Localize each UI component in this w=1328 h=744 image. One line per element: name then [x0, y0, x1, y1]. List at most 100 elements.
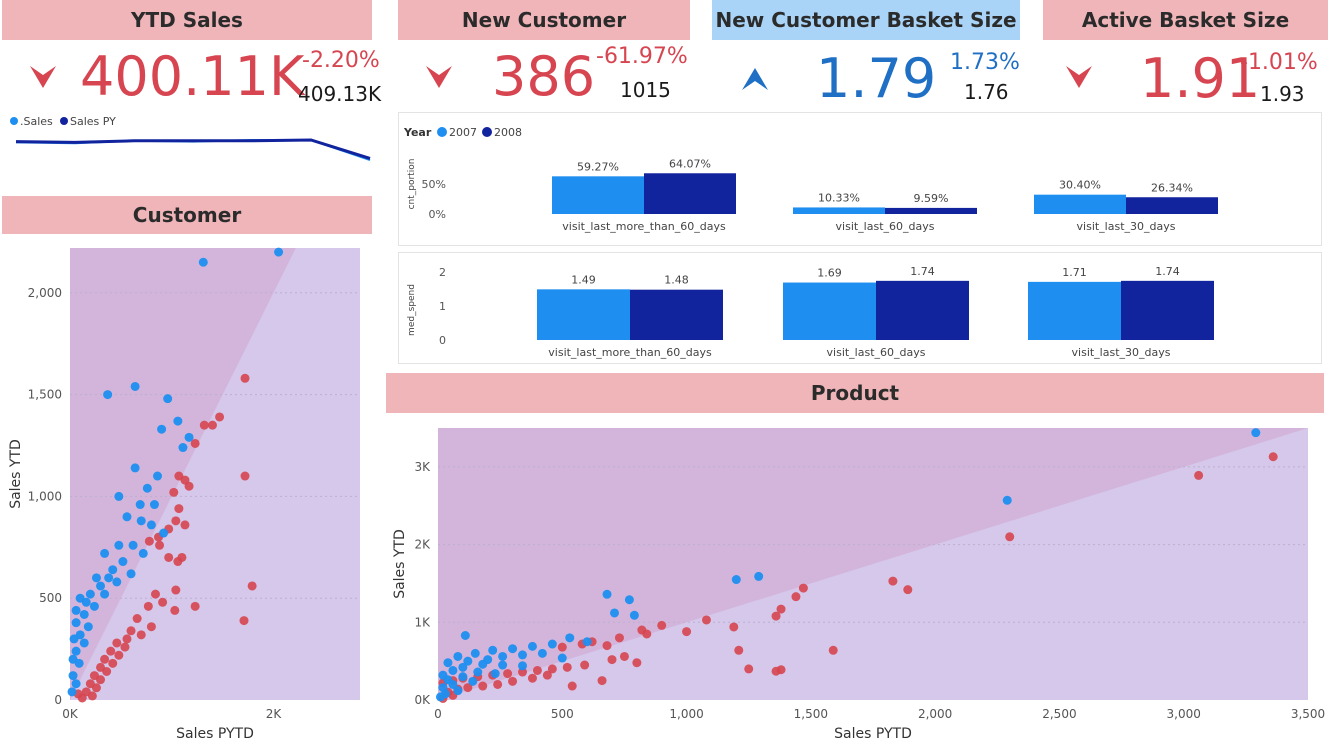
- scatter-point-up: [198, 257, 208, 267]
- scatter-point-down: [106, 646, 116, 656]
- scatter-point-down: [903, 585, 913, 595]
- scatter-point-up: [498, 651, 508, 661]
- scatter-point-up: [178, 443, 188, 453]
- scatter-point-down: [798, 583, 808, 593]
- scatter-point-down: [542, 670, 552, 680]
- bar-2008: [876, 280, 969, 340]
- x-tick-label: 1,000: [669, 707, 703, 721]
- scatter-point-up: [498, 660, 508, 670]
- up-arrow-icon: [742, 68, 768, 90]
- scatter-point-up: [146, 520, 156, 530]
- legend-title: Year: [403, 126, 432, 139]
- med-spend-panel: [398, 252, 1322, 364]
- scatter-point-up: [518, 661, 528, 671]
- scatter-point-up: [473, 667, 483, 677]
- scatter-point-up: [565, 633, 575, 643]
- ytd-sales-header: YTD Sales: [2, 0, 372, 40]
- scatter-point-up: [537, 648, 547, 658]
- legend-2008-label: 2008: [494, 126, 522, 139]
- scatter-point-up: [69, 634, 79, 644]
- active-basket-header: Active Basket Size: [1043, 0, 1328, 40]
- scatter-point-up: [159, 528, 169, 538]
- scatter-point-up: [518, 650, 528, 660]
- new-customer-previous: 1015: [620, 78, 671, 102]
- scatter-point-down: [100, 654, 110, 664]
- x-category-label: visit_last_more_than_60_days: [562, 220, 726, 233]
- x-tick-label: 2K: [266, 707, 283, 721]
- scatter-point-up: [138, 548, 148, 558]
- scatter-point-up: [173, 416, 183, 426]
- new-basket-value: 1.79: [816, 47, 937, 110]
- scatter-point-up: [136, 516, 146, 526]
- scatter-point-down: [562, 662, 572, 672]
- scatter-point-up: [128, 540, 138, 550]
- x-category-label: visit_last_more_than_60_days: [548, 346, 712, 359]
- scatter-point-down: [614, 633, 624, 643]
- new-customer-header: New Customer: [398, 0, 690, 40]
- scatter-point-up: [91, 573, 101, 583]
- scatter-point-down: [632, 658, 642, 668]
- scatter-point-down: [734, 645, 744, 655]
- bar-data-label: 59.27%: [577, 160, 619, 173]
- cnt-portion-panel: [398, 112, 1322, 246]
- scatter-point-up: [79, 638, 89, 648]
- y-axis-title: med_spend: [407, 284, 417, 336]
- scatter-point-down: [87, 691, 97, 701]
- sparkline-sales-py-line: [15, 138, 371, 160]
- scatter-point-up: [126, 569, 136, 579]
- scatter-point-down: [791, 592, 801, 602]
- legend-2007-label: 2007: [449, 126, 477, 139]
- scatter-point-up: [624, 595, 634, 605]
- scatter-point-down: [642, 629, 652, 639]
- scatter-point-down: [463, 683, 473, 693]
- scatter-point-down: [171, 516, 181, 526]
- bar-2008: [644, 173, 736, 214]
- bar-data-label: 9.59%: [914, 192, 949, 205]
- bar-2007: [1034, 194, 1126, 214]
- scatter-point-up: [100, 589, 110, 599]
- scatter-point-down: [547, 664, 557, 674]
- legend-sales-label: .Sales: [20, 115, 53, 128]
- scatter-point-down: [122, 634, 132, 644]
- scatter-point-down: [888, 576, 898, 586]
- bar-data-label: 30.40%: [1059, 179, 1101, 192]
- scatter-point-down: [247, 581, 257, 591]
- scatter-point-up: [453, 686, 463, 696]
- scatter-point-up: [89, 601, 99, 611]
- scatter-point-down: [143, 601, 153, 611]
- scatter-point-down: [164, 552, 174, 562]
- x-tick-label: 1,500: [794, 707, 828, 721]
- scatter-point-down: [508, 676, 518, 686]
- x-tick-label: 2,500: [1042, 707, 1076, 721]
- scatter-point-down: [518, 667, 528, 677]
- scatter-point-up: [754, 571, 764, 581]
- scatter-point-up: [458, 672, 468, 682]
- scatter-point-up: [602, 589, 612, 599]
- y-tick-label: 500: [39, 591, 62, 605]
- scatter-point-down: [567, 681, 577, 691]
- scatter-point-down: [146, 622, 156, 632]
- y-tick-label: 2,000: [28, 286, 62, 300]
- scatter-point-down: [108, 658, 118, 668]
- scatter-point-up: [130, 381, 140, 391]
- x-tick-label: 3,500: [1291, 707, 1325, 721]
- scatter-point-up: [149, 500, 159, 510]
- scatter-point-up: [448, 679, 458, 689]
- x-axis-title: Sales PYTD: [834, 726, 912, 742]
- scatter-point-up: [463, 656, 473, 666]
- scatter-point-up: [488, 645, 498, 655]
- scatter-point-down: [1005, 532, 1015, 542]
- scatter-point-up: [79, 609, 89, 619]
- new-customer-change: -61.97%: [596, 44, 688, 69]
- scatter-point-down: [239, 616, 249, 626]
- scatter-point-down: [207, 420, 217, 430]
- y-tick-label: 50%: [422, 178, 446, 191]
- new-basket-header: New Customer Basket Size: [712, 0, 1020, 40]
- scatter-point-up: [527, 641, 537, 651]
- bar-data-label: 1.74: [910, 265, 935, 278]
- scatter-point-down: [682, 627, 692, 637]
- scatter-point-down: [527, 673, 537, 683]
- y-tick-label: 0%: [429, 208, 446, 221]
- customer-section-title: Customer: [132, 203, 242, 227]
- y-tick-label: 1: [439, 300, 446, 313]
